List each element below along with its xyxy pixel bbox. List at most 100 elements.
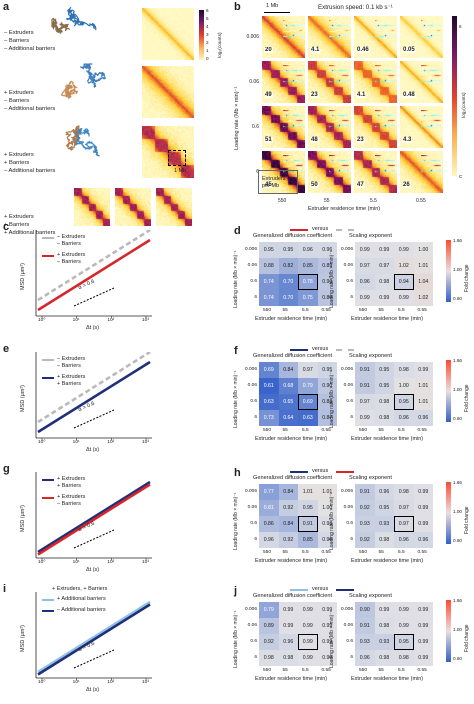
col-tick: 550 <box>263 428 272 433</box>
legend-header: + Extruders, + Barriers <box>52 586 108 592</box>
msd-plot-e <box>35 352 152 440</box>
heatmap-cell: 0.98 <box>394 650 414 666</box>
heatmap-cell: 0.99 <box>394 290 414 306</box>
condition-label: – Extruders <box>4 30 34 36</box>
colorbar-tick: 1.00 <box>453 509 462 514</box>
heatmap-cell: 0.99 <box>298 618 318 634</box>
y-axis-label: MSD (μm²) <box>20 385 26 412</box>
heatmap-cell: 0.99 <box>413 500 433 516</box>
zoom-box <box>168 150 186 166</box>
row-tick: 0.6 <box>250 521 257 526</box>
condition-label: + Barriers <box>4 222 30 228</box>
x-tick-label: 10³ <box>142 560 149 565</box>
heatmap-cell: 0.99 <box>355 410 375 426</box>
extruder-count: 51 <box>264 137 273 143</box>
colorbar-tick: 1.66 <box>453 238 462 243</box>
heatmap-cell: 0.92 <box>355 532 375 548</box>
row-tick: 0.006 <box>244 607 257 612</box>
row-tick: 0.06 <box>247 505 257 510</box>
col-tick: 5.5 <box>398 668 405 673</box>
heatmap-cell: 0.91 <box>355 378 375 394</box>
msd-curve <box>37 230 151 302</box>
x-tick-label: 10² <box>107 560 115 565</box>
x-axis-label: Extruder residence time (min) <box>255 436 328 442</box>
heatmap-cell: 0.99 <box>355 242 375 258</box>
heatmap-cell: 1.01 <box>317 484 337 500</box>
versus-label: versus <box>312 346 329 352</box>
contact-map-fast <box>282 65 304 86</box>
row-tick: 0.6 <box>346 639 353 644</box>
x-tick-label: 10³ <box>142 680 149 685</box>
extruder-count: 4.1 <box>310 47 321 53</box>
contact-map-fast <box>420 20 442 41</box>
extruders-box <box>258 170 298 194</box>
condition-label: + Extruders <box>4 214 34 220</box>
y-axis-label: Loading rate (Mb × min)⁻¹ <box>329 492 335 550</box>
heatmap-cell: 0.74 <box>259 274 279 290</box>
legend-label: – Barriers <box>57 363 81 369</box>
panel-d-label: d <box>234 225 241 237</box>
y-axis-label: MSD (μm²) <box>20 263 26 290</box>
scale-bar-label: 1 Mb <box>266 3 279 9</box>
heatmap-cell: 0.96 <box>413 410 433 426</box>
contact-map-2 <box>142 66 194 118</box>
heatmap-cell: 1.00 <box>394 378 414 394</box>
heatmap-cell: 0.91 <box>355 618 375 634</box>
heatmap-cell: 0.98 <box>374 394 394 410</box>
heatmap-cell: 0.99 <box>317 634 337 650</box>
fold-colorbar <box>446 482 451 544</box>
heatmap-cell: 0.96 <box>394 410 414 426</box>
colorbar-tick: 1.66 <box>453 480 462 485</box>
col-tick: 55 <box>324 198 330 204</box>
highlight-box <box>298 274 318 290</box>
legend-label: + Additional barriers <box>57 596 106 602</box>
legend-label: – Extruders <box>57 234 86 240</box>
extruder-count: 45 <box>264 182 273 188</box>
heatmap-cell: 0.81 <box>259 500 279 516</box>
heatmap-cell: 0.92 <box>355 500 375 516</box>
row-tick: 0.6 <box>250 399 257 404</box>
x-tick-label: 10³ <box>142 318 149 323</box>
row-tick: 0.006 <box>340 607 353 612</box>
x-tick-label: 10⁰ <box>38 680 46 685</box>
col-tick: 550 <box>359 308 368 313</box>
heatmap-cell: 0.99 <box>317 602 337 618</box>
row-tick: 0.006 <box>244 247 257 252</box>
x-axis-label: Extruder residence time (min) <box>351 316 424 322</box>
polymer-chain <box>65 125 82 151</box>
heatmap-cell: 0.99 <box>394 602 414 618</box>
colorbar-a <box>199 10 204 60</box>
y-axis-label: Loading rate (Mb × min)⁻¹ <box>329 370 335 428</box>
colorbar-tick: 1.66 <box>453 358 462 363</box>
colorbar-tick: 5 <box>206 16 209 21</box>
legend-label: + Barriers <box>57 381 81 387</box>
col-tick: 55 <box>378 428 384 433</box>
extruders-label: per Mb <box>262 183 280 189</box>
x-tick-label: 10² <box>107 680 115 685</box>
heatmap-title: Generalized diffusion coefficient <box>253 593 333 599</box>
x-axis-label: Extruder residence time (min) <box>308 206 381 212</box>
row-tick: 6 <box>350 537 353 542</box>
heatmap-cell: 0.90 <box>317 378 337 394</box>
heatmap-cell: 0.89 <box>259 618 279 634</box>
msd-plot-c <box>35 230 152 318</box>
heatmap-title: Generalized diffusion coefficient <box>253 353 333 359</box>
panel-h-label: h <box>234 467 241 479</box>
contact-map-1 <box>142 8 194 60</box>
colorbar-label: Fold change <box>464 384 470 412</box>
contact-map-4b <box>115 188 151 226</box>
heatmap-cell: 0.95 <box>259 242 279 258</box>
col-tick: 0.55 <box>416 198 426 204</box>
versus-line-b <box>336 589 354 591</box>
colorbar-tick: 0.60 <box>453 296 462 301</box>
heatmap-cell: 0.90 <box>317 274 337 290</box>
col-tick: 550 <box>263 308 272 313</box>
row-tick: 6 <box>254 537 257 542</box>
y-axis-label: MSD (μm²) <box>20 505 26 532</box>
col-tick: 5.5 <box>302 550 309 555</box>
extruder-count: 4.3 <box>402 137 413 143</box>
heatmap-cell: 0.97 <box>355 394 375 410</box>
heatmap-cell: 0.99 <box>317 618 337 634</box>
heatmap-cell: 0.98 <box>278 650 298 666</box>
extruder-count: 49 <box>264 92 273 98</box>
